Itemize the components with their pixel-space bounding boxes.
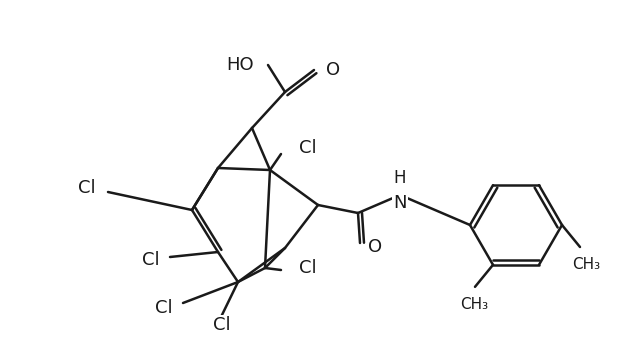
Text: Cl: Cl: [78, 179, 95, 197]
Text: HO: HO: [227, 56, 254, 74]
Text: O: O: [326, 61, 340, 79]
Text: Cl: Cl: [299, 259, 317, 277]
Text: H: H: [394, 169, 406, 187]
Text: Cl: Cl: [299, 139, 317, 157]
Text: Cl: Cl: [213, 316, 230, 334]
Text: CH₃: CH₃: [460, 297, 488, 312]
Text: CH₃: CH₃: [572, 257, 600, 272]
Text: Cl: Cl: [142, 251, 159, 269]
Text: O: O: [368, 238, 382, 256]
Text: Cl: Cl: [155, 299, 173, 317]
Text: N: N: [393, 194, 407, 212]
